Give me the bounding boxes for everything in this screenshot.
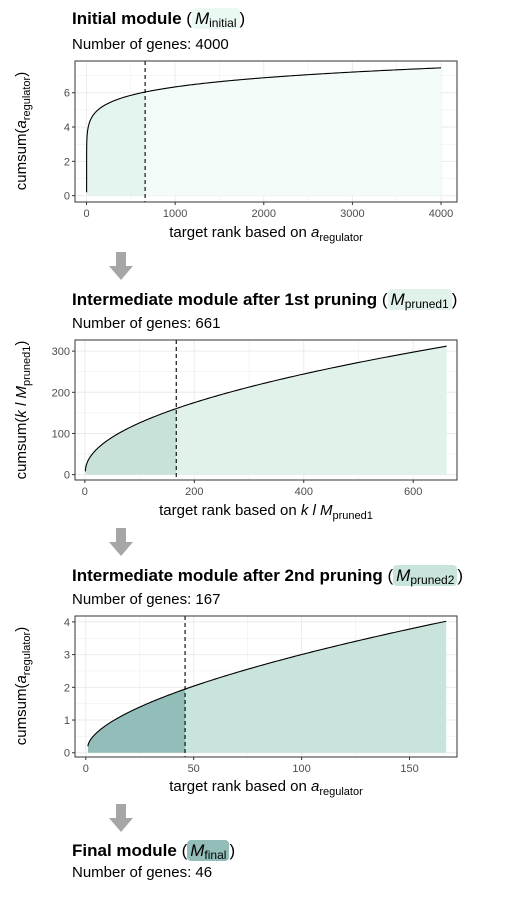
y-tick-label: 3 xyxy=(64,650,70,662)
section-1-title-text: Initial module xyxy=(72,9,182,28)
area-pruned-targets xyxy=(185,621,447,753)
section-4-symbol: Mfinal xyxy=(187,840,230,862)
x-tick-label: 0 xyxy=(83,763,89,775)
panel-border xyxy=(74,615,458,758)
y-tick-label: 4 xyxy=(64,617,70,629)
section-3-subtitle: Number of genes: 167 xyxy=(72,591,221,608)
cumsum-line xyxy=(87,620,447,747)
x-tick-label: 3000 xyxy=(340,208,364,220)
area-kept-targets xyxy=(87,689,186,753)
section-1-title: Initial module (Minitial) xyxy=(72,8,246,30)
x-tick-label: 50 xyxy=(188,763,200,775)
section-2-symbol: Mpruned1 xyxy=(387,289,452,311)
y-tick-label: 6 xyxy=(64,88,70,100)
x-tick-label: 4000 xyxy=(429,208,453,220)
panel-border xyxy=(74,60,458,203)
panel-border xyxy=(74,339,458,481)
y-tick-label: 300 xyxy=(52,346,70,358)
y-axis-label: cumsum(k l Mpruned1) xyxy=(13,341,33,480)
y-axis-label: cumsum(aregulator) xyxy=(13,627,33,745)
x-axis-label: target rank based on aregulator xyxy=(169,778,363,798)
y-tick-label: 0 xyxy=(64,191,70,203)
area-pruned-targets xyxy=(145,67,442,196)
x-tick-label: 2000 xyxy=(252,208,276,220)
x-tick-label: 150 xyxy=(400,763,418,775)
y-tick-label: 2 xyxy=(64,682,70,694)
x-axis-label: target rank based on aregulator xyxy=(169,224,363,244)
section-1-symbol: Minitial xyxy=(191,8,240,30)
section-4-title: Final module (Mfinal) xyxy=(72,840,236,862)
x-tick-label: 1000 xyxy=(163,208,187,220)
cumsum-line xyxy=(84,345,447,472)
x-tick-label: 200 xyxy=(185,486,203,498)
y-tick-label: 100 xyxy=(52,428,70,440)
area-pruned-targets xyxy=(176,346,447,475)
plot-panel xyxy=(75,340,457,480)
y-axis-label: cumsum(aregulator) xyxy=(13,72,33,190)
section-3-symbol: Mpruned2 xyxy=(393,565,458,587)
x-tick-label: 0 xyxy=(82,486,88,498)
section-3-title: Intermediate module after 2nd pruning (M… xyxy=(72,565,464,587)
x-tick-label: 600 xyxy=(404,486,422,498)
down-arrow-icon xyxy=(109,252,133,287)
section-2-title-text: Intermediate module after 1st pruning xyxy=(72,290,378,309)
x-tick-label: 0 xyxy=(83,208,89,220)
cumsum-line xyxy=(86,67,442,193)
down-arrow-icon xyxy=(109,804,133,839)
down-arrow-icon xyxy=(109,528,133,563)
section-4-title-text: Final module xyxy=(72,841,177,860)
plot-panel xyxy=(75,61,457,202)
y-tick-label: 2 xyxy=(64,156,70,168)
y-tick-label: 0 xyxy=(64,748,70,760)
area-kept-targets xyxy=(86,92,146,196)
plot-panel xyxy=(75,616,457,757)
y-tick-label: 0 xyxy=(64,470,70,482)
y-tick-label: 1 xyxy=(64,715,70,727)
x-tick-label: 400 xyxy=(295,486,313,498)
section-4-subtitle: Number of genes: 46 xyxy=(72,864,213,881)
x-tick-label: 100 xyxy=(292,763,310,775)
area-kept-targets xyxy=(85,408,177,475)
section-1-subtitle: Number of genes: 4000 xyxy=(72,36,229,53)
y-tick-label: 200 xyxy=(52,387,70,399)
section-2-subtitle: Number of genes: 661 xyxy=(72,315,221,332)
section-3-title-text: Intermediate module after 2nd pruning xyxy=(72,566,383,585)
y-tick-label: 4 xyxy=(64,122,70,134)
section-2-title: Intermediate module after 1st pruning (M… xyxy=(72,289,458,311)
x-axis-label: target rank based on k l Mpruned1 xyxy=(159,502,373,522)
